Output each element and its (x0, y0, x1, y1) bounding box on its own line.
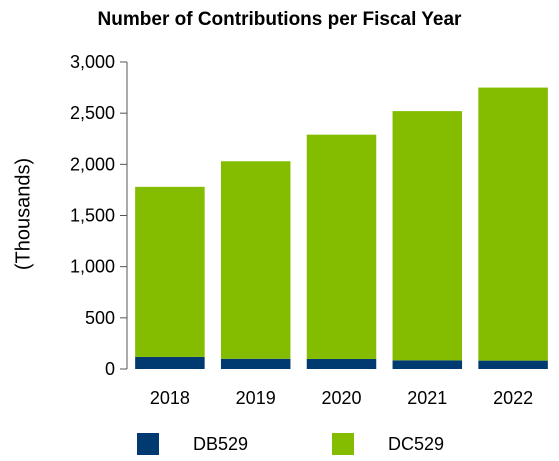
x-tick-label: 2021 (407, 388, 447, 408)
y-tick-label: 2,500 (70, 103, 115, 123)
y-tick-label: 3,000 (70, 52, 115, 72)
x-tick-label: 2018 (150, 388, 190, 408)
y-tick-label: 0 (105, 359, 115, 379)
bar-dc529-2021 (392, 111, 463, 361)
bar-db529-2022 (478, 360, 548, 369)
bar-dc529-2022 (478, 87, 548, 361)
legend-item-db529: DB529 (137, 432, 248, 456)
chart-title: Number of Contributions per Fiscal Year (97, 9, 462, 30)
legend-swatch-db529 (137, 433, 159, 455)
bar-dc529-2019 (220, 161, 291, 359)
legend-item-dc529: DC529 (332, 432, 444, 456)
legend-label-db529: DB529 (193, 433, 249, 454)
x-tick-label: 2022 (493, 388, 533, 408)
x-tick-label: 2020 (321, 388, 361, 408)
y-tick-label: 500 (85, 308, 115, 328)
bar-db529-2020 (306, 358, 377, 369)
y-tick-label: 1,000 (70, 257, 115, 277)
bar-db529-2019 (220, 358, 291, 369)
bar-dc529-2018 (135, 186, 205, 357)
legend-label-dc529: DC529 (388, 433, 445, 454)
legend-swatch-dc529 (332, 433, 354, 455)
y-tick-label: 1,500 (70, 206, 115, 226)
x-tick-label: 2019 (236, 388, 276, 408)
bar-db529-2021 (392, 360, 463, 369)
bar-dc529-2020 (306, 134, 377, 359)
y-tick-label: 2,000 (70, 154, 115, 174)
bar-db529-2018 (135, 356, 205, 369)
